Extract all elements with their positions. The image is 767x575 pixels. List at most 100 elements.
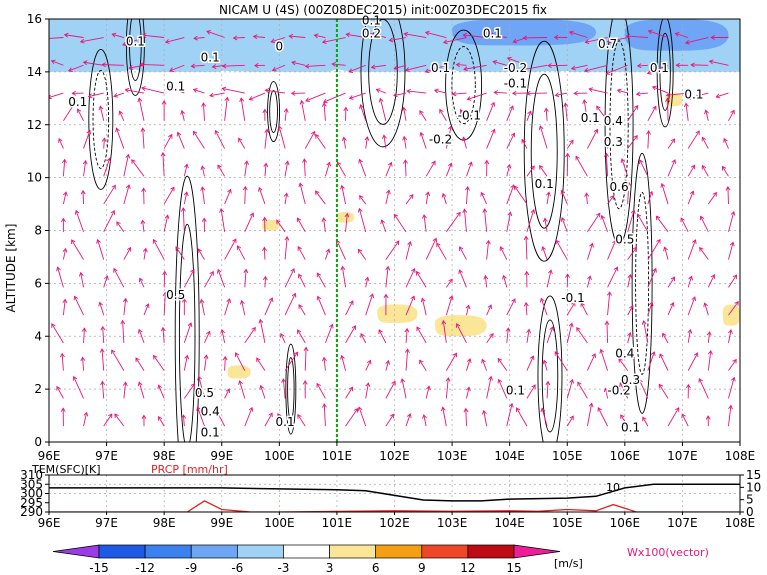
wind-vector-head — [141, 187, 147, 192]
sub-right-tick-label: 10 — [746, 480, 761, 494]
wind-vector — [143, 248, 147, 260]
wind-vector — [304, 131, 316, 149]
contour-line — [129, 19, 142, 81]
contour-label: 0.1 — [506, 383, 525, 397]
wind-vector — [362, 30, 386, 38]
wind-vector — [425, 238, 437, 260]
wind-vector — [727, 186, 729, 205]
wind-vector-head — [239, 97, 245, 103]
wind-vector-head — [455, 323, 461, 328]
wind-vector-head — [364, 136, 370, 141]
wind-vector — [723, 138, 729, 149]
wind-vector-head — [522, 66, 528, 72]
contour-label: 0.1 — [362, 13, 381, 27]
wind-vector — [103, 413, 113, 427]
wind-vector-head — [378, 97, 384, 103]
wind-vector-head — [674, 32, 680, 37]
wind-vector-head — [252, 34, 258, 40]
wind-vector-head — [359, 104, 364, 109]
wind-vector — [284, 351, 299, 371]
wind-vector — [596, 106, 608, 122]
wind-vector — [619, 382, 629, 399]
wind-vector — [258, 187, 266, 205]
wind-vector-head — [214, 129, 220, 135]
wind-vector-head — [728, 329, 733, 334]
wind-vector — [486, 240, 490, 260]
wind-vector-head — [298, 182, 304, 188]
wind-vector-head — [400, 378, 406, 383]
wind-vector-head — [660, 182, 666, 188]
wind-vector — [486, 129, 495, 149]
wind-vector-head — [200, 186, 206, 191]
wind-vector-head — [160, 151, 166, 157]
wind-vector-head — [203, 354, 209, 360]
wind-vector-head — [542, 359, 548, 365]
wind-vector — [244, 213, 254, 233]
wind-vector-head — [100, 325, 106, 331]
wind-vector — [728, 359, 737, 371]
wind-vector-head — [340, 354, 345, 360]
wind-vector-head — [466, 358, 472, 363]
wind-vector — [701, 137, 709, 149]
wind-vector — [139, 278, 145, 288]
wind-vector — [486, 102, 495, 121]
wind-vector-head — [125, 153, 131, 159]
wind-vector-head — [340, 265, 346, 271]
u-negative-region — [544, 402, 579, 435]
wind-vector-head — [62, 158, 67, 164]
wind-vector — [240, 98, 246, 121]
wind-vector — [687, 165, 696, 177]
wind-vector-head — [139, 62, 145, 67]
wind-vector — [83, 328, 85, 343]
wind-vector-head — [128, 65, 134, 70]
wind-vector — [298, 274, 306, 288]
contour-label: 0.1 — [201, 50, 220, 64]
wind-vector-head — [72, 100, 77, 105]
wind-vector-head — [199, 298, 205, 304]
wind-vector — [526, 355, 534, 371]
wind-vector — [278, 125, 286, 149]
wind-vector-head — [369, 293, 375, 299]
wind-vector — [73, 376, 84, 399]
wind-vector-head — [124, 87, 130, 93]
wind-vector-head — [481, 358, 486, 364]
wind-vector-head — [393, 92, 398, 98]
wind-vector — [123, 382, 127, 399]
wind-vector — [284, 108, 288, 121]
wind-vector-head — [190, 63, 196, 69]
wind-vector — [97, 239, 105, 260]
wind-vector — [112, 33, 124, 38]
wind-vector — [405, 296, 415, 316]
wind-vector — [493, 61, 507, 66]
y-tick-label: 0 — [34, 435, 42, 449]
x-tick-label: 105E — [552, 449, 583, 463]
wind-vector-head — [406, 413, 412, 418]
colorbar-box — [190, 544, 238, 559]
wind-vector-head — [106, 157, 112, 163]
wind-vector — [728, 301, 739, 316]
wind-vector-head — [264, 128, 270, 134]
y-tick-label: 16 — [27, 12, 42, 26]
wind-vector-head — [290, 268, 295, 273]
wind-vector-head — [588, 402, 594, 408]
wind-vector — [543, 360, 548, 371]
wind-vector — [405, 328, 408, 343]
u-negative-region — [394, 225, 430, 244]
wind-vector — [586, 403, 593, 427]
wind-vector-head — [510, 132, 516, 138]
wind-vector — [463, 34, 487, 38]
wind-vector — [204, 271, 214, 288]
wind-vector-head — [71, 90, 77, 96]
wind-vector-head — [360, 333, 365, 338]
wind-vector — [68, 64, 84, 72]
colorbar-box — [236, 544, 284, 559]
wind-vector-head — [378, 329, 383, 334]
wind-vector-head — [492, 59, 498, 65]
wind-vector — [260, 385, 266, 399]
wind-vector-head — [616, 88, 622, 94]
wind-vector — [618, 358, 629, 371]
wind-vector-head — [619, 382, 624, 387]
wind-vector — [49, 92, 64, 99]
wind-vector-head — [83, 411, 89, 417]
wind-vector — [481, 359, 488, 371]
